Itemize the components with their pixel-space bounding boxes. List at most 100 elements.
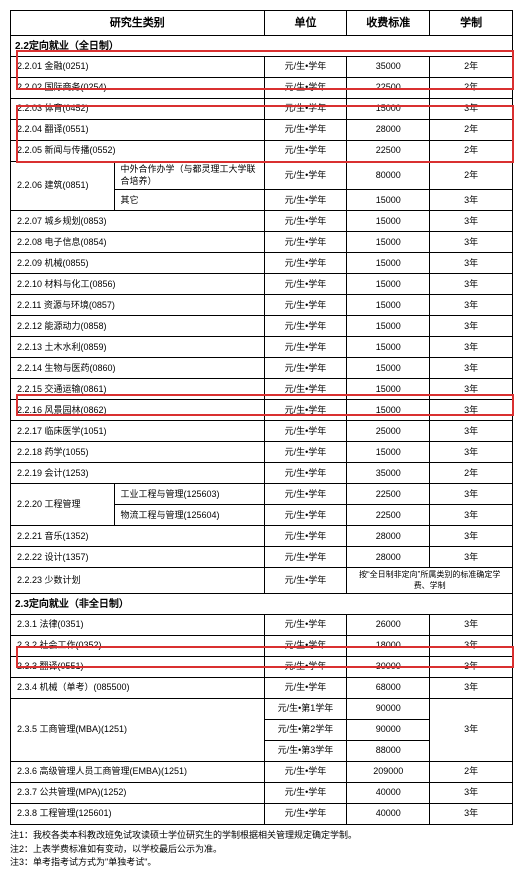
cell-fee: 15000 (347, 442, 430, 463)
cell-dur: 3年 (430, 699, 513, 762)
cell-name: 2.3.3 翻译(0551) (11, 657, 265, 678)
cell-name: 2.2.20 工程管理 (11, 484, 115, 526)
cell-dur: 3年 (430, 657, 513, 678)
cell-unit: 元/生•学年 (264, 636, 347, 657)
table-row: 2.2.05 新闻与传播(0552)元/生•学年225002年 (11, 141, 513, 162)
cell-name: 2.3.7 公共管理(MPA)(1252) (11, 783, 265, 804)
cell-name: 2.2.08 电子信息(0854) (11, 232, 265, 253)
table-row: 2.3.2 社会工作(0352)元/生•学年180003年 (11, 636, 513, 657)
cell-fee: 15000 (347, 232, 430, 253)
table-row: 2.2.19 会计(1253)元/生•学年350002年 (11, 463, 513, 484)
cell-unit: 元/生•学年 (264, 421, 347, 442)
cell-name: 2.2.22 设计(1357) (11, 547, 265, 568)
cell-fee: 18000 (347, 636, 430, 657)
table-row: 2.2.15 交通运输(0861)元/生•学年150003年 (11, 379, 513, 400)
cell-fee: 22500 (347, 141, 430, 162)
cell-fee: 35000 (347, 57, 430, 78)
table-row: 2.2.21 音乐(1352)元/生•学年280003年 (11, 526, 513, 547)
cell-fee: 28000 (347, 547, 430, 568)
note-1: 注1：我校各类本科教改班免试攻读硕士学位研究生的学制根据相关管理规定确定学制。 (10, 829, 513, 843)
cell-unit: 元/生•学年 (264, 253, 347, 274)
cell-fee: 22500 (347, 505, 430, 526)
cell-name: 2.2.13 土木水利(0859) (11, 337, 265, 358)
cell-fee: 15000 (347, 316, 430, 337)
cell-unit: 元/生•学年 (264, 232, 347, 253)
cell-unit: 元/生•学年 (264, 337, 347, 358)
footnotes: 注1：我校各类本科教改班免试攻读硕士学位研究生的学制根据相关管理规定确定学制。 … (10, 829, 513, 870)
cell-name: 2.2.05 新闻与传播(0552) (11, 141, 265, 162)
cell-unit: 元/生•学年 (264, 379, 347, 400)
cell-dur: 2年 (430, 162, 513, 190)
cell-dur: 3年 (430, 316, 513, 337)
cell-name: 2.2.09 机械(0855) (11, 253, 265, 274)
cell-unit: 元/生•学年 (264, 57, 347, 78)
cell-sub: 物流工程与管理(125604) (114, 505, 264, 526)
cell-fee: 35000 (347, 463, 430, 484)
cell-fee: 40000 (347, 783, 430, 804)
cell-unit: 元/生•学年 (264, 120, 347, 141)
cell-fee: 按“全日制非定向”所属类别的标准确定学费、学制 (347, 568, 513, 594)
cell-unit: 元/生•第1学年 (264, 699, 347, 720)
cell-fee: 15000 (347, 337, 430, 358)
col-unit: 单位 (264, 11, 347, 36)
cell-fee: 30000 (347, 657, 430, 678)
cell-fee: 90000 (347, 720, 430, 741)
cell-unit: 元/生•第3学年 (264, 741, 347, 762)
col-fee: 收费标准 (347, 11, 430, 36)
cell-dur: 2年 (430, 78, 513, 99)
cell-fee: 15000 (347, 379, 430, 400)
table-row: 2.2.18 药学(1055)元/生•学年150003年 (11, 442, 513, 463)
cell-fee: 40000 (347, 804, 430, 825)
cell-dur: 3年 (430, 253, 513, 274)
cell-dur: 3年 (430, 804, 513, 825)
cell-unit: 元/生•学年 (264, 295, 347, 316)
cell-dur: 3年 (430, 484, 513, 505)
cell-fee: 90000 (347, 699, 430, 720)
cell-name: 2.2.04 翻译(0551) (11, 120, 265, 141)
table-row: 2.2.07 城乡规划(0853)元/生•学年150003年 (11, 211, 513, 232)
cell-fee: 15000 (347, 253, 430, 274)
cell-dur: 2年 (430, 141, 513, 162)
cell-unit: 元/生•学年 (264, 358, 347, 379)
table-row: 2.2.09 机械(0855)元/生•学年150003年 (11, 253, 513, 274)
cell-name: 2.2.23 少数计划 (11, 568, 265, 594)
table-row: 2.3.5 工商管理(MBA)(1251)元/生•第1学年900003年 (11, 699, 513, 720)
cell-sub: 工业工程与管理(125603) (114, 484, 264, 505)
cell-name: 2.2.14 生物与医药(0860) (11, 358, 265, 379)
cell-sub: 其它 (114, 190, 264, 211)
cell-dur: 3年 (430, 442, 513, 463)
cell-name: 2.2.19 会计(1253) (11, 463, 265, 484)
table-row: 2.2.22 设计(1357)元/生•学年280003年 (11, 547, 513, 568)
cell-dur: 3年 (430, 295, 513, 316)
cell-unit: 元/生•学年 (264, 442, 347, 463)
cell-unit: 元/生•学年 (264, 274, 347, 295)
cell-fee: 15000 (347, 190, 430, 211)
cell-unit: 元/生•学年 (264, 400, 347, 421)
cell-unit: 元/生•学年 (264, 484, 347, 505)
cell-fee: 28000 (347, 120, 430, 141)
table-row: 2.2.13 土木水利(0859)元/生•学年150003年 (11, 337, 513, 358)
cell-dur: 3年 (430, 615, 513, 636)
cell-fee: 209000 (347, 762, 430, 783)
cell-name: 2.2.18 药学(1055) (11, 442, 265, 463)
cell-unit: 元/生•学年 (264, 463, 347, 484)
cell-unit: 元/生•学年 (264, 78, 347, 99)
cell-fee: 80000 (347, 162, 430, 190)
cell-fee: 15000 (347, 99, 430, 120)
cell-name: 2.3.8 工程管理(125601) (11, 804, 265, 825)
table-row: 2.3.3 翻译(0551)元/生•学年300003年 (11, 657, 513, 678)
cell-name: 2.2.16 风景园林(0862) (11, 400, 265, 421)
cell-unit: 元/生•学年 (264, 615, 347, 636)
table-row: 2.3.1 法律(0351)元/生•学年260003年 (11, 615, 513, 636)
cell-name: 2.2.01 金融(0251) (11, 57, 265, 78)
table-row: 2.3.6 高级管理人员工商管理(EMBA)(1251)元/生•学年209000… (11, 762, 513, 783)
cell-name: 2.2.15 交通运输(0861) (11, 379, 265, 400)
cell-dur: 3年 (430, 190, 513, 211)
cell-name: 2.2.03 体育(0452) (11, 99, 265, 120)
note-3: 注3：单考指考试方式为"单独考试"。 (10, 856, 513, 870)
cell-name: 2.3.1 法律(0351) (11, 615, 265, 636)
cell-fee: 15000 (347, 358, 430, 379)
cell-unit: 元/生•第2学年 (264, 720, 347, 741)
cell-fee: 88000 (347, 741, 430, 762)
note-2: 注2：上表学费标准如有变动，以学校最后公示为准。 (10, 843, 513, 857)
